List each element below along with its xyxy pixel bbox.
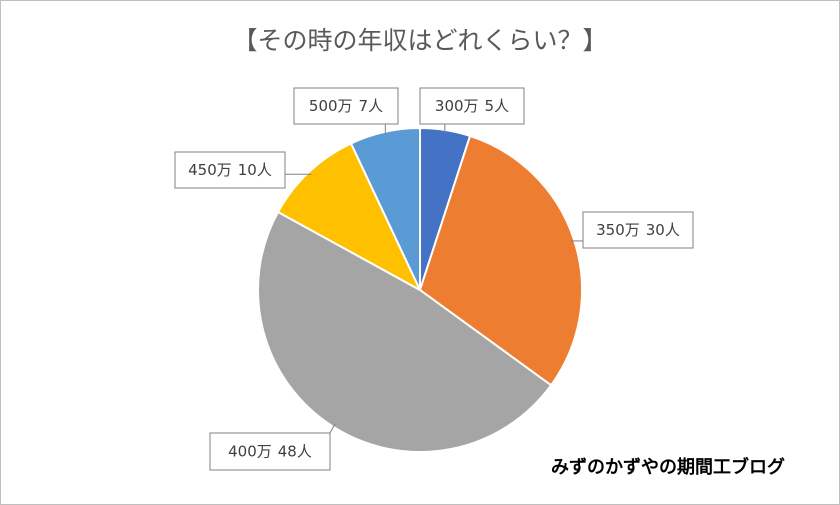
category-label: 450万 xyxy=(188,161,232,179)
callout-box xyxy=(209,432,331,471)
pie-slice xyxy=(418,134,583,387)
callout-box xyxy=(293,87,399,125)
category-label: 400万 xyxy=(228,442,272,460)
chart-title: 【その時の年収はどれくらい？】 xyxy=(232,26,607,55)
callout-box xyxy=(582,211,694,249)
category-label: 500万 xyxy=(309,97,353,115)
callout-pointer xyxy=(329,423,336,434)
category-label: 350万 xyxy=(596,221,640,239)
value-label: 30人 xyxy=(646,221,680,239)
value-label: 10人 xyxy=(238,161,272,179)
watermark: みずのかずやの期間工ブログ xyxy=(551,456,785,478)
pie-slice xyxy=(276,142,423,293)
value-label: 48人 xyxy=(278,442,312,460)
value-label: 5人 xyxy=(485,97,510,115)
data-label: 300万 5人 xyxy=(435,97,509,115)
data-label: 500万 7人 xyxy=(309,97,383,115)
category-label: 300万 xyxy=(435,97,479,115)
data-label: 450万 10人 xyxy=(188,161,272,179)
callout-box xyxy=(174,151,286,189)
data-label: 400万 48人 xyxy=(228,442,312,460)
data-label: 350万 30人 xyxy=(596,221,680,239)
value-label: 7人 xyxy=(359,97,384,115)
pie-slice xyxy=(349,126,421,291)
callout-box xyxy=(419,87,525,125)
